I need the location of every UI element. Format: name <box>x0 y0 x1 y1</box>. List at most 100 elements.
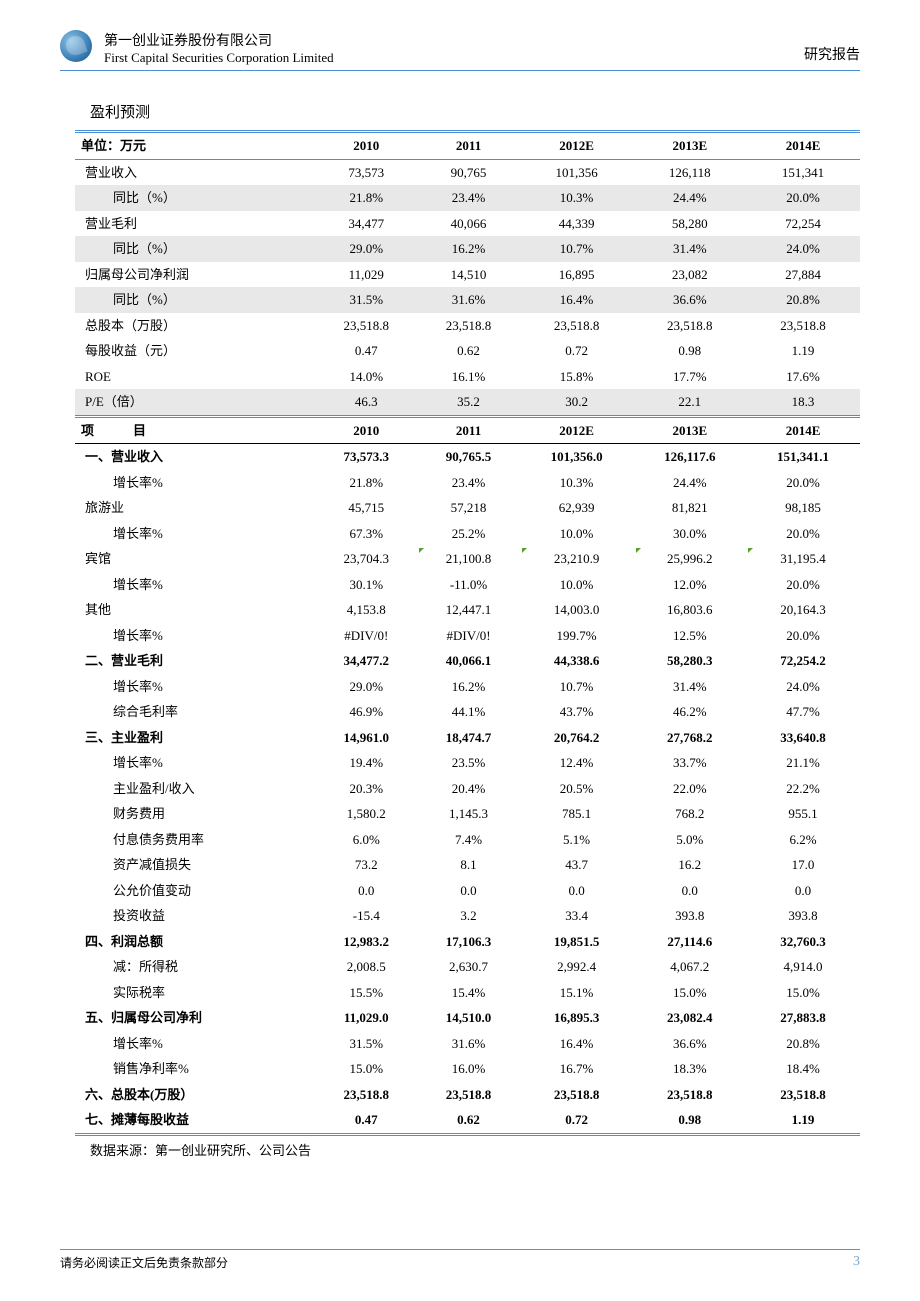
table-row: 旅游业45,71557,21862,93981,82198,185 <box>75 495 860 521</box>
row-label: 增长率% <box>75 623 315 649</box>
row-label: 增长率% <box>75 674 315 700</box>
cell-value: 34,477 <box>315 211 417 237</box>
item-label: 项 目 <box>75 416 315 444</box>
cell-value: 10.7% <box>520 236 634 262</box>
table-row: 增长率%29.0%16.2%10.7%31.4%24.0% <box>75 674 860 700</box>
row-label: 总股本（万股） <box>75 313 315 339</box>
table-row: 主业盈利/收入20.3%20.4%20.5%22.0%22.2% <box>75 776 860 802</box>
section-title: 盈利预测 <box>90 101 860 122</box>
cell-value: 6.2% <box>746 827 860 853</box>
unit-label: 单位：万元 <box>75 132 315 160</box>
cell-value: 14,510 <box>417 262 519 288</box>
cell-value: 18.3% <box>634 1056 747 1082</box>
cell-value: 0.0 <box>315 878 417 904</box>
cell-value: -15.4 <box>315 903 417 929</box>
cell-value: 34,477.2 <box>315 648 417 674</box>
cell-value: 25.2% <box>417 521 519 547</box>
company-name-en: First Capital Securities Corporation Lim… <box>104 50 334 66</box>
cell-value: 23.5% <box>417 750 519 776</box>
cell-value: 1,580.2 <box>315 801 417 827</box>
table-row: 七、摊薄每股收益0.470.620.720.981.19 <box>75 1107 860 1134</box>
cell-value: 126,117.6 <box>634 444 747 470</box>
cell-value: 33,640.8 <box>746 725 860 751</box>
cell-value: 30.0% <box>634 521 747 547</box>
cell-value: 0.47 <box>315 338 417 364</box>
cell-value: 22.1 <box>634 389 747 416</box>
cell-value: 16.4% <box>520 287 634 313</box>
cell-value: 20.0% <box>746 185 860 211</box>
cell-value: 20.8% <box>746 1031 860 1057</box>
cell-value: 73,573.3 <box>315 444 417 470</box>
cell-value: 20,164.3 <box>746 597 860 623</box>
cell-value: 6.0% <box>315 827 417 853</box>
cell-value: 18,474.7 <box>417 725 519 751</box>
cell-value: 0.62 <box>417 1107 519 1134</box>
cell-value: 0.72 <box>520 338 634 364</box>
summary-header-row: 单位：万元 2010 2011 2012E 2013E 2014E <box>75 132 860 160</box>
cell-value: 23,518.8 <box>634 1082 747 1108</box>
cell-value: 10.3% <box>520 470 634 496</box>
cell-value: 12.0% <box>634 572 747 598</box>
cell-value: 20.0% <box>746 623 860 649</box>
cell-value: 44,338.6 <box>520 648 634 674</box>
table-row: 每股收益（元）0.470.620.720.981.19 <box>75 338 860 364</box>
cell-value: -11.0% <box>417 572 519 598</box>
table-row: 二、营业毛利34,477.240,066.144,338.658,280.372… <box>75 648 860 674</box>
table-row: 四、利润总额12,983.217,106.319,851.527,114.632… <box>75 929 860 955</box>
table-row: 归属母公司净利润11,02914,51016,89523,08227,884 <box>75 262 860 288</box>
cell-value: 0.98 <box>634 338 747 364</box>
page-footer: 请务必阅读正文后免责条款部分 3 <box>60 1249 860 1271</box>
table-row: 资产减值损失73.28.143.716.217.0 <box>75 852 860 878</box>
cell-value: 16.2% <box>417 674 519 700</box>
col-year: 2012E <box>520 416 634 444</box>
row-label: ROE <box>75 364 315 390</box>
cell-value: 0.0 <box>520 878 634 904</box>
cell-value: 15.4% <box>417 980 519 1006</box>
cell-value: 1.19 <box>746 338 860 364</box>
row-label: 财务费用 <box>75 801 315 827</box>
cell-value: 31.4% <box>634 674 747 700</box>
report-type-label: 研究报告 <box>804 44 860 66</box>
cell-value: 393.8 <box>746 903 860 929</box>
cell-value: 1,145.3 <box>417 801 519 827</box>
table-row: 增长率%21.8%23.4%10.3%24.4%20.0% <box>75 470 860 496</box>
cell-value: 24.4% <box>634 470 747 496</box>
cell-value: 101,356 <box>520 159 634 185</box>
company-logo-icon <box>60 30 92 62</box>
cell-value: 17,106.3 <box>417 929 519 955</box>
col-year: 2014E <box>746 132 860 160</box>
cell-value: 24.0% <box>746 674 860 700</box>
cell-value: 62,939 <box>520 495 634 521</box>
cell-value: 17.6% <box>746 364 860 390</box>
row-label: 同比（%） <box>75 185 315 211</box>
col-year: 2013E <box>634 416 747 444</box>
cell-value: 4,067.2 <box>634 954 747 980</box>
cell-value: 57,218 <box>417 495 519 521</box>
cell-value: 20.0% <box>746 572 860 598</box>
cell-value: 16,803.6 <box>634 597 747 623</box>
row-label: 同比（%） <box>75 287 315 313</box>
row-label: 二、营业毛利 <box>75 648 315 674</box>
table-row: 财务费用1,580.21,145.3785.1768.2955.1 <box>75 801 860 827</box>
cell-value: 14,961.0 <box>315 725 417 751</box>
cell-value: 768.2 <box>634 801 747 827</box>
cell-value: 21,100.8 <box>417 546 519 572</box>
cell-value: 32,760.3 <box>746 929 860 955</box>
cell-value: 22.0% <box>634 776 747 802</box>
col-year: 2013E <box>634 132 747 160</box>
cell-value: 23,082.4 <box>634 1005 747 1031</box>
table-row: 总股本（万股）23,518.823,518.823,518.823,518.82… <box>75 313 860 339</box>
cell-value: 21.8% <box>315 185 417 211</box>
cell-value: 16,895.3 <box>520 1005 634 1031</box>
cell-value: 23,518.8 <box>417 313 519 339</box>
cell-value: 955.1 <box>746 801 860 827</box>
footer-disclaimer: 请务必阅读正文后免责条款部分 <box>60 1254 228 1271</box>
cell-value: 44.1% <box>417 699 519 725</box>
cell-value: 36.6% <box>634 1031 747 1057</box>
cell-value: 18.4% <box>746 1056 860 1082</box>
table-row: 一、营业收入73,573.390,765.5101,356.0126,117.6… <box>75 444 860 470</box>
cell-value: 24.4% <box>634 185 747 211</box>
cell-value: 20,764.2 <box>520 725 634 751</box>
cell-value: #DIV/0! <box>315 623 417 649</box>
row-label: 营业收入 <box>75 159 315 185</box>
